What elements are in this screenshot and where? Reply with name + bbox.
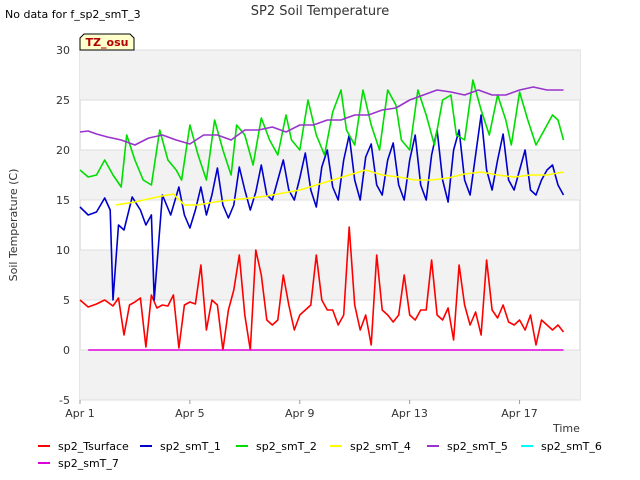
plot-background bbox=[79, 49, 581, 401]
legend-label: sp2_smT_7 bbox=[58, 457, 119, 470]
x-axis-ticks: Apr 1 Apr 5 Apr 9 Apr 13 Apr 17 bbox=[65, 400, 538, 420]
x-tick-label: Apr 1 bbox=[65, 407, 95, 420]
legend-label: sp2_Tsurface bbox=[58, 440, 129, 453]
legend-label: sp2_smT_4 bbox=[350, 440, 411, 453]
series-line-sp2-smT-2 bbox=[79, 79, 565, 188]
y-tick-label: 15 bbox=[56, 194, 70, 207]
series-line-sp2-Tsurface bbox=[79, 226, 565, 351]
y-tick-label: 10 bbox=[56, 244, 70, 257]
y-tick-label: -5 bbox=[59, 394, 70, 407]
chart-title: SP2 Soil Temperature bbox=[251, 4, 389, 19]
tz-badge-label: TZ_osu bbox=[86, 36, 129, 49]
legend-label: sp2_smT_6 bbox=[541, 440, 602, 453]
legend-label: sp2_smT_1 bbox=[160, 440, 221, 453]
y-tick-label: 20 bbox=[56, 144, 70, 157]
grid-band bbox=[80, 250, 580, 300]
tz-badge-box bbox=[79, 33, 135, 51]
y-axis-ticks: -5 0 5 10 15 20 25 30 bbox=[56, 44, 70, 407]
series-line-sp2-smT-1 bbox=[79, 114, 565, 301]
series-line-sp2-smT-5 bbox=[79, 86, 564, 146]
series-lines bbox=[79, 79, 565, 351]
x-tick-label: Apr 5 bbox=[175, 407, 205, 420]
x-tick-label: Apr 13 bbox=[391, 407, 428, 420]
legend-label: sp2_smT_5 bbox=[447, 440, 508, 453]
tz-badge: TZ_osu bbox=[79, 33, 135, 51]
x-tick-label: Apr 17 bbox=[501, 407, 538, 420]
y-tick-label: 5 bbox=[63, 294, 70, 307]
x-tick-label: Apr 9 bbox=[285, 407, 315, 420]
grid-band bbox=[80, 350, 580, 400]
x-axis-label: Time bbox=[552, 422, 580, 435]
y-tick-label: 0 bbox=[63, 344, 70, 357]
y-tick-label: 30 bbox=[56, 44, 70, 57]
grid-band bbox=[80, 50, 580, 100]
legend: sp2_Tsurface sp2_smT_1 sp2_smT_2 sp2_smT_4 s… bbox=[38, 440, 602, 470]
series-line-sp2-smT-4 bbox=[115, 169, 564, 206]
y-axis-label: Soil Temperature (C) bbox=[7, 169, 20, 282]
legend-label: sp2_smT_2 bbox=[256, 440, 317, 453]
no-data-note: No data for f_sp2_smT_3 bbox=[5, 8, 141, 21]
y-tick-label: 25 bbox=[56, 94, 70, 107]
